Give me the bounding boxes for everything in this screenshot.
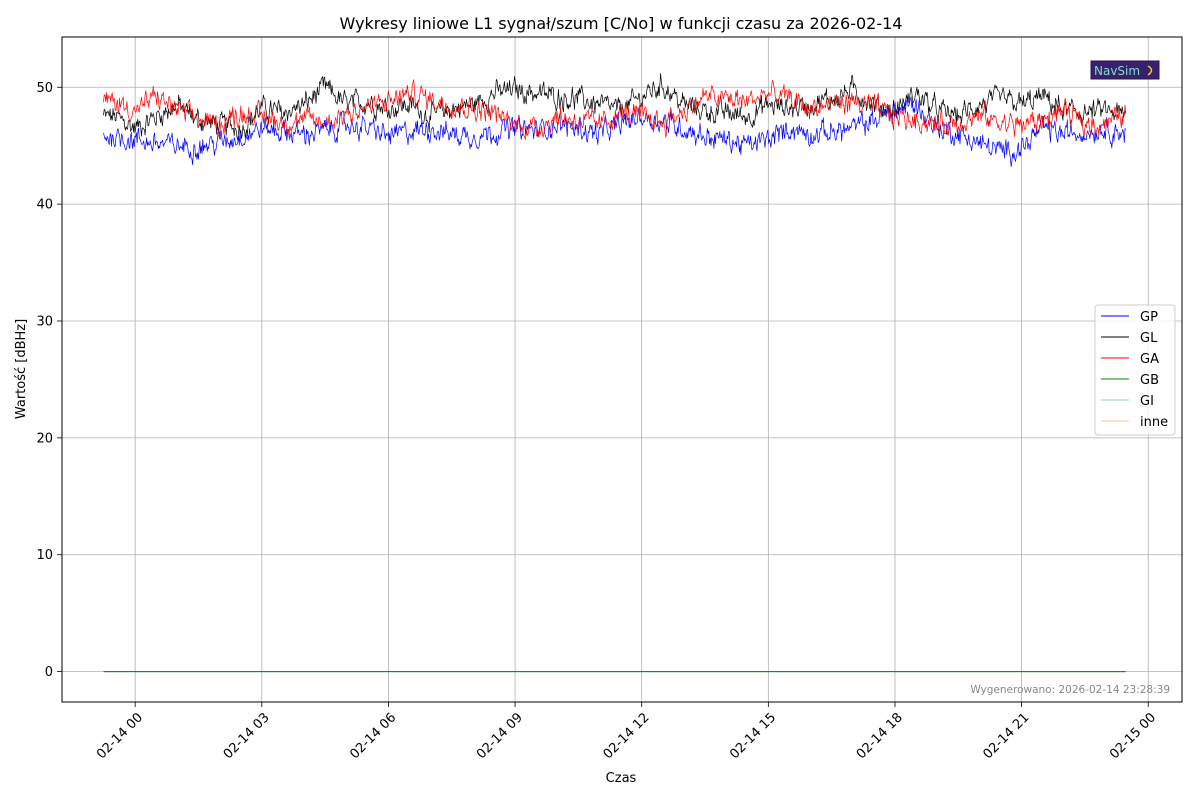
y-tick-label: 30 bbox=[36, 314, 53, 329]
y-axis-label: Wartość [dBHz] bbox=[14, 319, 29, 419]
y-tick-label: 50 bbox=[36, 81, 53, 96]
logo-text: NavSim bbox=[1094, 64, 1140, 78]
legend-label-inne: inne bbox=[1140, 415, 1168, 430]
series-layer bbox=[103, 73, 1127, 673]
series-line-ga bbox=[103, 79, 1127, 140]
y-tick-label: 10 bbox=[36, 548, 53, 563]
legend-label-gl: GL bbox=[1140, 331, 1158, 346]
y-axis-ticks: 0 10 20 30 40 50 bbox=[36, 81, 62, 680]
legend-label-gp: GP bbox=[1140, 310, 1158, 325]
plot-frame bbox=[61, 36, 1183, 703]
y-tick-label: 0 bbox=[45, 665, 53, 680]
logo-swoosh bbox=[1147, 65, 1153, 76]
legend-label-gi: GI bbox=[1140, 394, 1154, 409]
x-axis-label: Czas bbox=[606, 771, 637, 786]
legend-label-gb: GB bbox=[1140, 373, 1159, 388]
chart-title: Wykresy liniowe L1 sygnał/szum [C/No] w … bbox=[340, 14, 903, 33]
generated-timestamp: Wygenerowano: 2026-02-14 23:28:39 bbox=[970, 684, 1170, 696]
navsim-logo: NavSim bbox=[1090, 60, 1160, 80]
y-tick-label: 20 bbox=[36, 431, 53, 446]
series-line-gl bbox=[103, 73, 1127, 141]
legend-label-ga: GA bbox=[1140, 352, 1159, 367]
legend: GP GL GA GB GI inne bbox=[1094, 304, 1176, 436]
series-line-gp bbox=[103, 96, 1127, 167]
y-tick-label: 40 bbox=[36, 198, 53, 213]
